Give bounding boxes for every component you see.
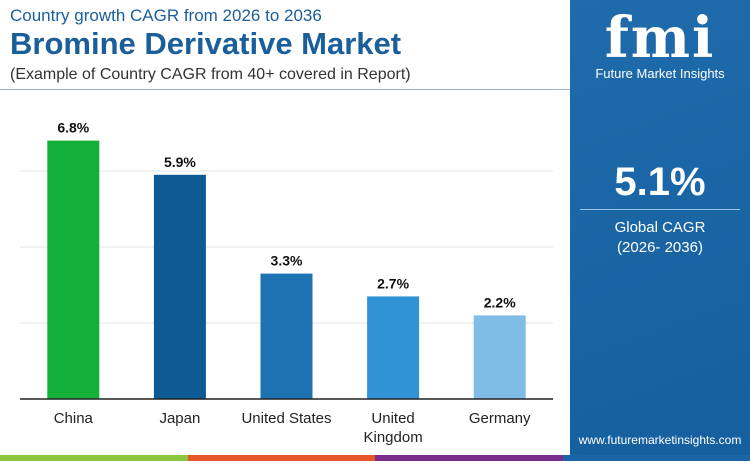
data-label: 2.7% xyxy=(377,275,409,291)
x-tick-label: Germany xyxy=(469,410,531,427)
bar-chart: 6.8% China 5.9% Japan 3.3% United States 2.7% U… xyxy=(20,120,553,446)
data-label: 6.8% xyxy=(57,120,89,136)
bottom-color-bar xyxy=(0,455,750,461)
x-tick-label: China xyxy=(54,410,94,427)
website-link[interactable]: www.futuremarketinsights.com xyxy=(578,433,742,447)
cagr-period: (2026- 2036) xyxy=(617,239,703,256)
x-tick-label: United States xyxy=(241,410,331,427)
bottom-bar-segment xyxy=(0,455,188,461)
cagr-divider xyxy=(580,209,740,210)
data-label: 5.9% xyxy=(164,154,196,170)
bar-china xyxy=(47,140,100,399)
summary-panel: fmi Future Market Insights 5.1% Global C… xyxy=(570,0,750,455)
bottom-bar-segment xyxy=(187,455,375,461)
chart-title: Bromine Derivative Market xyxy=(10,26,402,61)
chart-subtitle: Country growth CAGR from 2026 to 2036 xyxy=(10,6,322,25)
bar-united-states xyxy=(260,273,313,399)
bar-united-kingdom xyxy=(367,296,420,399)
bottom-bar-segment xyxy=(375,455,563,461)
logo-mark: fmi xyxy=(604,5,716,71)
global-cagr-value: 5.1% xyxy=(614,160,706,204)
data-label: 2.2% xyxy=(484,294,516,310)
header-divider xyxy=(0,89,570,90)
bar-germany xyxy=(473,315,526,399)
fmi-logo: fmi Future Market Insights xyxy=(570,6,750,81)
x-tick-label: Kingdom xyxy=(363,429,422,446)
chart-note: (Example of Country CAGR from 40+ covere… xyxy=(10,66,411,83)
cagr-label-text: Global CAGR xyxy=(614,219,706,236)
x-tick-label: Japan xyxy=(159,410,200,427)
bar-japan xyxy=(153,174,206,399)
bottom-bar-segment xyxy=(562,455,750,461)
brand-name: Future Market Insights xyxy=(595,66,725,81)
global-cagr-label: Global CAGR (2026- 2036) xyxy=(570,218,750,258)
x-tick-label: United xyxy=(371,410,414,427)
data-label: 3.3% xyxy=(271,253,303,269)
